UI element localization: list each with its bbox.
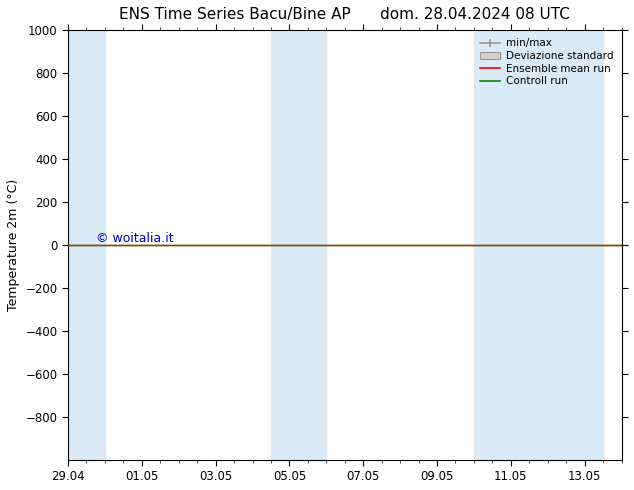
Bar	[474, 30, 603, 460]
Bar	[271, 30, 327, 460]
Y-axis label: Temperature 2m (°C): Temperature 2m (°C)	[7, 179, 20, 311]
Bar	[68, 30, 105, 460]
Text: © woitalia.it: © woitalia.it	[96, 232, 173, 245]
Legend: min/max, Deviazione standard, Ensemble mean run, Controll run: min/max, Deviazione standard, Ensemble m…	[477, 35, 616, 89]
Title: ENS Time Series Bacu/Bine AP      dom. 28.04.2024 08 UTC: ENS Time Series Bacu/Bine AP dom. 28.04.…	[119, 7, 570, 22]
